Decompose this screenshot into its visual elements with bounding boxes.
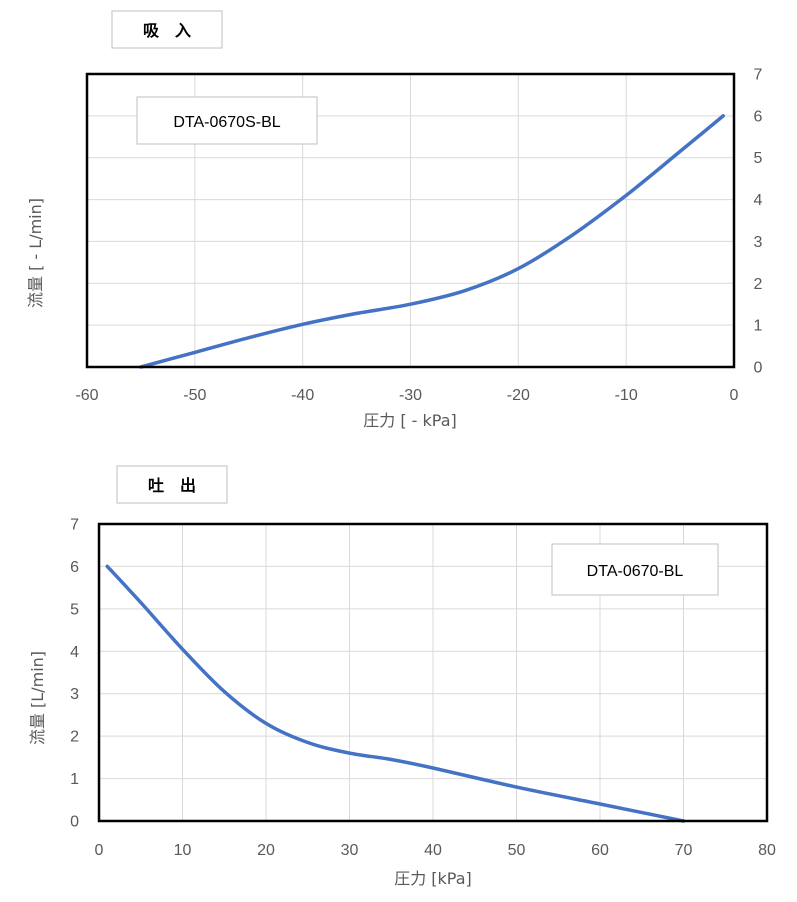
- discharge-y-tick-label: 1: [70, 771, 79, 788]
- discharge-y-tick-label: 0: [70, 814, 79, 831]
- discharge-y-tick-label: 4: [70, 644, 79, 661]
- suction-chart: 吸 入 -60 -50 -40 -30 -20 -10 0 0 1 2 3 4 5 6 7 DTA-067…: [26, 10, 763, 430]
- discharge-section-box: [116, 465, 228, 504]
- suction-x-tick-label: -60: [75, 387, 98, 404]
- suction-x-tick-label: -20: [507, 387, 530, 404]
- discharge-flow-series-line: [105, 564, 686, 823]
- discharge-y-tick-label: 5: [70, 601, 79, 618]
- discharge-x-tick-label: 20: [257, 842, 275, 859]
- suction-y-tick-label: 2: [754, 276, 763, 293]
- suction-plot-frame: [85, 72, 736, 369]
- discharge-x-tick-label: 40: [424, 842, 442, 859]
- discharge-x-tick-label: 50: [508, 842, 526, 859]
- suction-x-tick-labels: -60 -50 -40 -30 -20 -10 0: [75, 387, 738, 404]
- discharge-y-tick-label: 3: [70, 686, 79, 703]
- suction-section-box: [111, 10, 223, 49]
- discharge-chart: 吐 出 0 10 20 30 40 50 60 70 80 0 1 2 3 4 5 6 7 DTA-0670-…: [28, 465, 776, 888]
- discharge-y-tick-label: 2: [70, 729, 79, 746]
- suction-flow-series-line: [139, 114, 725, 369]
- suction-y-tick-label: 7: [754, 67, 763, 84]
- discharge-x-tick-label: 60: [591, 842, 609, 859]
- suction-x-tick-label: -30: [399, 387, 422, 404]
- discharge-x-tick-labels: 0 10 20 30 40 50 60 70 80: [95, 842, 776, 859]
- suction-model-box: [136, 96, 318, 145]
- discharge-y-axis-title: 流量 [L/min]: [28, 651, 47, 745]
- discharge-y-tick-label: 7: [70, 517, 79, 534]
- discharge-x-tick-label: 0: [95, 842, 104, 859]
- discharge-model-label: DTA-0670-BL: [587, 563, 684, 580]
- discharge-x-tick-label: 30: [341, 842, 359, 859]
- suction-y-tick-label: 4: [754, 192, 763, 209]
- discharge-x-tick-label: 70: [675, 842, 693, 859]
- discharge-y-tick-label: 6: [70, 559, 79, 576]
- suction-x-axis-title: 圧力 [ - kPa]: [363, 411, 457, 430]
- suction-section-label: 吸 入: [143, 21, 191, 40]
- suction-x-tick-label: -50: [183, 387, 206, 404]
- discharge-x-tick-label: 80: [758, 842, 776, 859]
- suction-y-tick-labels: 0 1 2 3 4 5 6 7: [754, 67, 763, 377]
- suction-x-tick-label: -10: [615, 387, 638, 404]
- suction-y-tick-label: 0: [754, 360, 763, 377]
- discharge-section-label: 吐 出: [148, 476, 196, 495]
- suction-y-tick-label: 1: [754, 318, 763, 335]
- discharge-plot-frame: [97, 522, 769, 823]
- discharge-y-tick-labels: 0 1 2 3 4 5 6 7: [70, 517, 79, 831]
- suction-y-axis-title: 流量 [ - L/min]: [26, 198, 45, 308]
- discharge-x-axis-title: 圧力 [kPa]: [394, 869, 472, 888]
- suction-y-tick-label: 6: [754, 108, 763, 125]
- suction-y-tick-label: 5: [754, 150, 763, 167]
- suction-x-tick-label: -40: [291, 387, 314, 404]
- discharge-model-box: [551, 543, 719, 596]
- suction-y-tick-label: 3: [754, 234, 763, 251]
- discharge-x-tick-label: 10: [174, 842, 192, 859]
- suction-x-tick-label: 0: [730, 387, 739, 404]
- suction-model-label: DTA-0670S-BL: [173, 114, 280, 131]
